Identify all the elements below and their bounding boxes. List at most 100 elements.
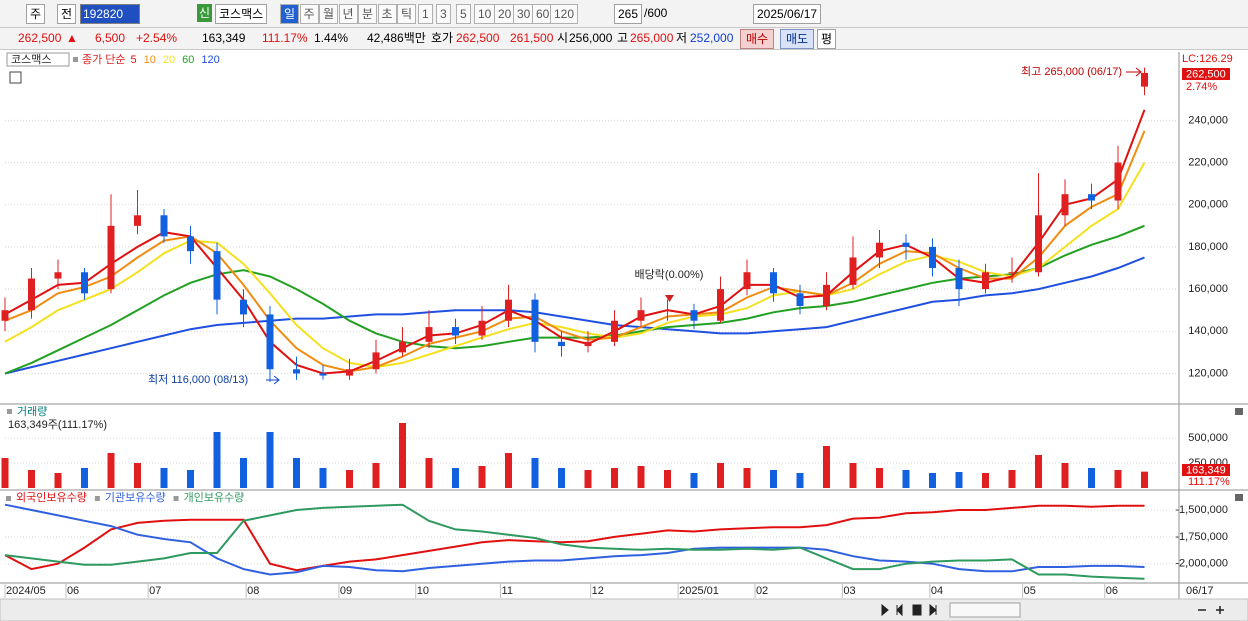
volume-bar — [770, 470, 777, 488]
quote-open: 256,000 — [569, 31, 613, 45]
interval-button[interactable]: 10 — [474, 4, 496, 24]
legend-box — [6, 52, 70, 67]
prev-button[interactable]: 전 — [57, 4, 77, 24]
volume-bar — [1008, 470, 1016, 488]
period-button[interactable]: 분 — [358, 4, 378, 24]
x-tick-label: 2024/05 — [6, 585, 46, 597]
volume-bar — [743, 468, 751, 488]
volume-bar — [107, 453, 115, 488]
period-button[interactable]: 월 — [319, 4, 339, 24]
period-button[interactable]: 년 — [338, 4, 358, 24]
close-panel[interactable] — [1235, 494, 1243, 501]
stock-code[interactable]: 192820 — [80, 4, 140, 24]
interval-button[interactable]: 3 — [436, 4, 451, 24]
price-tag: 262,500 — [1186, 68, 1226, 80]
volume-bar — [134, 463, 141, 488]
volume-bar — [1061, 463, 1069, 488]
volume-bar — [796, 473, 804, 488]
quote-volume-ratio: 111.17% — [262, 31, 308, 45]
quote-open-label: 시 — [557, 31, 569, 45]
candle-body — [266, 314, 274, 370]
ma-line — [4, 130, 1146, 373]
candle-body — [28, 278, 35, 311]
y-tick-label: 160,000 — [1188, 283, 1228, 295]
period-button[interactable]: 초 — [377, 4, 397, 24]
candle-body — [849, 257, 857, 285]
candle-body — [664, 310, 671, 312]
volume-bar — [372, 463, 380, 488]
volume-bar — [929, 473, 936, 488]
period-button[interactable]: 틱 — [397, 4, 417, 24]
legend-entry: 10 — [144, 54, 156, 66]
interval-button[interactable]: 1 — [418, 4, 433, 24]
candle-body — [690, 310, 698, 321]
legend-swatch — [94, 496, 100, 501]
period-button[interactable]: 일 — [280, 4, 300, 24]
date-input[interactable]: 2025/06/17 — [753, 4, 822, 24]
volume-bar — [717, 463, 724, 488]
x-tick-label: 05 — [1024, 585, 1036, 597]
legend-entry: 기관보유수량 — [105, 491, 166, 504]
volume-bar — [611, 468, 618, 488]
ma-line — [4, 224, 1145, 375]
annotation-arrow — [1126, 67, 1142, 77]
x-tick-label: 06 — [67, 585, 79, 597]
candle-body — [134, 215, 141, 226]
x-tick-label: 02 — [756, 585, 768, 597]
flow-line — [4, 504, 1145, 572]
y-tick-label: 500,000 — [1188, 432, 1228, 444]
quote-rate: +2.54% — [136, 31, 178, 45]
candle-body — [478, 320, 486, 336]
volume-bar — [399, 423, 406, 488]
candle-body — [293, 369, 300, 374]
interval-button[interactable]: 120 — [550, 4, 579, 24]
legend-entry: 120 — [201, 54, 219, 66]
y-tick-label: 200,000 — [1188, 199, 1228, 211]
candle-body — [929, 246, 936, 269]
volume-bar — [54, 473, 62, 488]
y-tick-label: -1,750,000 — [1175, 531, 1228, 543]
candle-body — [1141, 72, 1148, 87]
x-tick-label: 03 — [843, 585, 855, 597]
candle-body — [637, 310, 645, 321]
candle-body — [1035, 215, 1042, 273]
candle-body — [1061, 194, 1069, 216]
candle-body — [770, 272, 777, 294]
candle-body — [213, 251, 221, 300]
candle-body — [558, 341, 565, 347]
market-select[interactable]: 주 — [26, 4, 46, 24]
volume-bar — [319, 468, 327, 488]
candle-body — [452, 327, 459, 336]
annotation-arrow — [266, 375, 280, 385]
interval-button[interactable]: 5 — [456, 4, 471, 24]
legend-entry: 외국인보유수량 — [16, 491, 87, 504]
legend-entry: 개인보유수량 — [184, 491, 245, 504]
candle-body — [531, 299, 539, 342]
y-tick-label: 240,000 — [1188, 114, 1228, 126]
x-tick-label: 12 — [592, 585, 604, 597]
count-input[interactable]: 265 — [614, 4, 643, 24]
scrollbar[interactable] — [0, 598, 1248, 621]
badge: 신 — [197, 4, 213, 22]
candle-body — [346, 369, 353, 376]
interval-button[interactable]: 30 — [513, 4, 535, 24]
period-button[interactable]: 주 — [299, 4, 319, 24]
toolbar: 주 전 192820 신 코스맥스 일 주 월 년 분 초 틱 1 3 5 10 20 30 60 120 265/60… — [0, 0, 1248, 28]
settings-icon[interactable] — [9, 71, 22, 84]
nav-buttons[interactable] — [881, 603, 937, 617]
quote-buy[interactable]: 매수 — [740, 29, 775, 49]
y-tick-label: -2,000,000 — [1175, 558, 1228, 570]
volume-bar — [664, 470, 671, 488]
x-tick-label: 06 — [1106, 585, 1118, 597]
close-panel[interactable] — [1235, 408, 1243, 415]
candle-body — [107, 225, 115, 290]
candle-body — [372, 352, 380, 370]
legend-entry: 60 — [182, 54, 194, 66]
zoom-slider[interactable] — [949, 602, 1021, 618]
quote-avg[interactable]: 평 — [817, 29, 837, 49]
candle-body — [81, 272, 88, 294]
quote-sell[interactable]: 매도 — [780, 29, 815, 49]
price-tag-box — [1182, 68, 1230, 80]
zoom-buttons[interactable] — [1198, 606, 1224, 614]
